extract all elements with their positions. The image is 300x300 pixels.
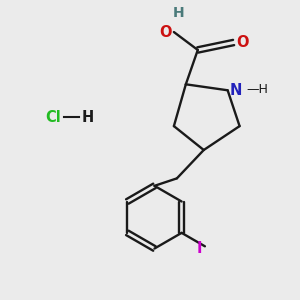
Text: —H: —H [246,83,268,96]
Text: H: H [82,110,94,125]
Text: O: O [237,35,249,50]
Text: Cl: Cl [46,110,61,125]
Text: N: N [230,83,242,98]
Text: H: H [172,6,184,20]
Text: O: O [159,25,172,40]
Text: I: I [197,241,203,256]
